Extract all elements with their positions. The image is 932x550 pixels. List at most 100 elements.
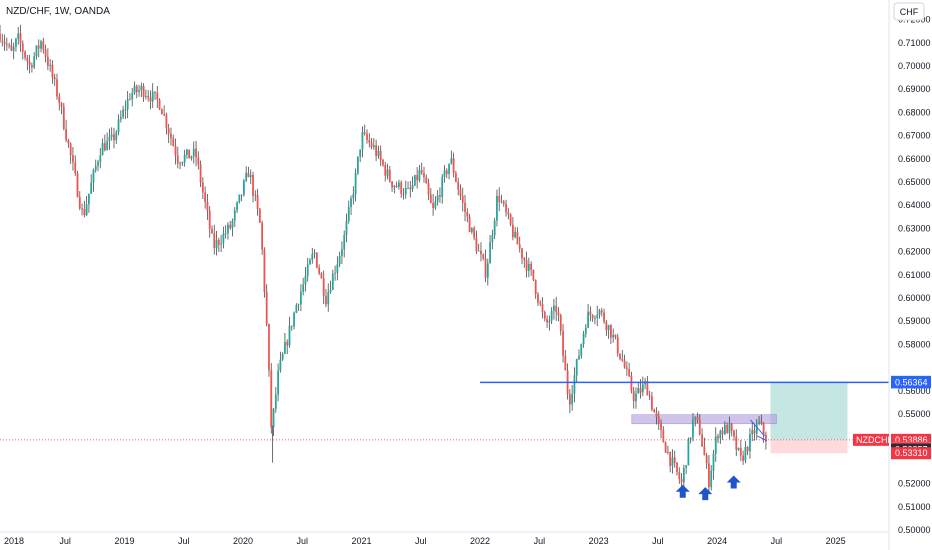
candle-body [138,90,140,93]
candle-body [110,134,113,137]
up-arrow-icon [726,475,741,489]
resistance-zone [631,414,777,425]
candle-body [398,182,400,187]
candle-body [516,231,519,245]
candle-body [124,109,127,111]
candle-body [755,423,758,434]
y-tick-label: 0.51000 [898,502,931,512]
candle-body [227,224,229,234]
candle-body [229,224,232,229]
candle-body [484,258,487,278]
candle-body [427,183,430,195]
price-tag-value: 0.53310 [895,448,928,458]
candle-body [429,194,432,204]
candle-body [553,305,555,311]
candle-body [546,319,548,323]
candle-body [605,321,608,331]
candle-body [448,163,450,174]
candle-body [190,156,193,159]
candle-body [315,252,318,268]
y-tick-label: 0.65000 [898,177,931,187]
y-tick-label: 0.70000 [898,61,931,71]
candle-body [222,233,225,244]
candle-body [8,44,11,46]
candle-body [603,312,605,322]
candle-body [249,174,252,178]
x-tick-label: Jul [771,536,783,546]
candle-body [728,423,731,434]
candle-body [696,416,699,420]
candle-body [322,278,325,297]
candle-body [361,132,364,150]
candle-body [391,181,393,188]
candle-body [277,370,279,395]
candle-body [470,228,473,232]
y-tick-label: 0.64000 [898,200,931,210]
candle-body [17,33,20,39]
candle-body [286,341,289,346]
y-tick-label: 0.60000 [898,293,931,303]
symbol-title[interactable]: NZD/CHF, 1W, OANDA [6,6,110,17]
candle-body [220,243,223,245]
y-tick-label: 0.55000 [898,409,931,419]
candle-body [393,185,396,188]
overlay-drawings [480,381,889,501]
candle-body [666,452,669,453]
y-tick-label: 0.63000 [898,223,931,233]
candle-body [619,353,621,359]
price-tag-bg [891,376,931,389]
candle-body [498,195,501,202]
candle-body [204,192,207,202]
currency-button[interactable] [893,2,925,21]
candle-body [213,233,216,249]
candle-body [208,210,211,229]
candle-body [154,91,156,93]
candle-body [641,384,644,393]
candle-body [135,86,138,93]
candle-body [195,148,197,158]
candle-body [90,182,93,194]
wedge-line-bottom [757,435,768,442]
candle-body [548,320,551,323]
candle-body [523,258,526,261]
candle-body [126,99,129,110]
candle-body [496,195,498,221]
candle-body [582,333,585,345]
time-axis[interactable]: 2018 Jul 2019 Jul 2020 Jul 2021 Jul 2022 Jul 2023 J… [4,536,846,546]
x-tick-label: Jul [178,536,190,546]
candle-body [457,181,460,190]
price-axis[interactable]: 0.720000.710000.700000.690000.680000.670… [898,15,931,535]
candle-body [3,41,6,44]
candle-body [543,312,546,320]
candle-body [331,273,334,290]
y-tick-label: 0.50000 [898,525,931,535]
candle-body [97,161,99,166]
y-tick-label: 0.66000 [898,154,931,164]
candle-body [329,289,332,292]
candle-body [637,388,640,394]
candle-body [51,64,54,78]
price-tag-symbol-bg [853,433,889,446]
candle-body [88,193,90,205]
x-tick-label: 2018 [4,536,24,546]
candle-body [502,201,505,204]
candle-body [573,375,576,394]
candle-body [142,85,145,97]
candle-body [379,150,382,161]
candle-body [509,214,512,225]
candle-body [40,41,42,49]
candle-body [491,235,494,243]
candle-body [568,394,571,405]
candle-body [217,239,220,245]
candle-body [591,315,594,319]
candle-body [507,212,510,215]
candle-body [94,165,97,171]
candle-body [290,325,293,327]
candle-body [85,204,88,216]
candle-body [589,311,592,316]
candle-body [245,172,248,181]
x-tick-label: 2024 [707,536,727,546]
candle-body [698,419,701,435]
